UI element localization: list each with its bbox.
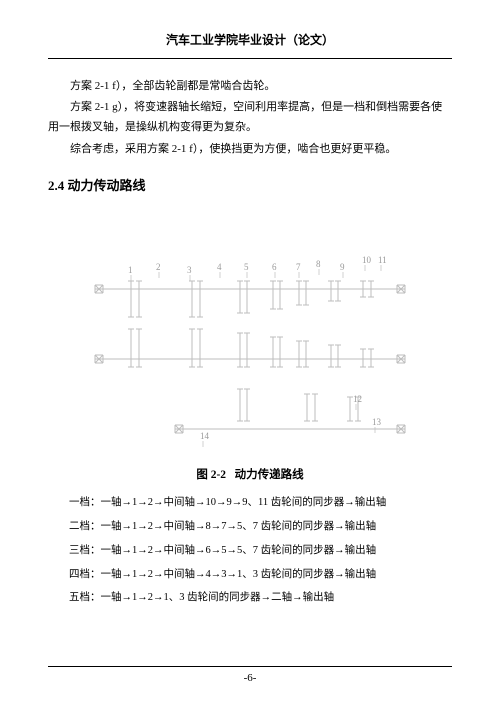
svg-text:7: 7 — [296, 262, 301, 272]
svg-text:2: 2 — [156, 262, 161, 272]
section-heading: 2.4 动力传动路线 — [48, 174, 452, 197]
gear-path-5: 五档：一轴→1→2→1、3 齿轮间的同步器→二轴→输出轴 — [48, 589, 452, 608]
svg-text:13: 13 — [372, 417, 382, 427]
section-number: 2.4 — [48, 178, 64, 193]
header-title: 汽车工业学院毕业设计（论文） — [166, 33, 334, 47]
svg-text:3: 3 — [187, 265, 192, 275]
page-footer: -6- — [48, 666, 452, 689]
figure-caption: 图 2-2 动力传递路线 — [48, 465, 452, 486]
transmission-diagram: 1234567891011121314 — [75, 209, 425, 459]
svg-text:12: 12 — [353, 394, 362, 404]
gear-path-2: 二档：一轴→1→2→中间轴→8→7→5、7 齿轮间的同步器→输出轴 — [48, 518, 452, 537]
gear-path-4: 四档：一轴→1→2→中间轴→4→3→1、3 齿轮间的同步器→输出轴 — [48, 566, 452, 585]
page-header: 汽车工业学院毕业设计（论文） — [48, 30, 452, 59]
svg-text:4: 4 — [217, 262, 222, 272]
svg-text:10: 10 — [362, 255, 372, 265]
section-title-text: 动力传动路线 — [68, 178, 146, 193]
svg-text:5: 5 — [244, 262, 249, 272]
svg-text:6: 6 — [272, 262, 277, 272]
paragraph-2: 方案 2-1 g），将变速器轴长缩短，空间利用率提高，但是一档和倒档需要各使用一… — [48, 98, 452, 138]
figure-label: 图 2-2 — [196, 469, 226, 481]
page-number: -6- — [244, 672, 257, 684]
gear-path-1: 一档：一轴→1→2→中间轴→10→9→9、11 齿轮间的同步器→输出轴 — [48, 494, 452, 513]
paragraph-1: 方案 2-1 f），全部齿轮副都是常啮合齿轮。 — [48, 77, 452, 97]
svg-text:8: 8 — [316, 259, 321, 269]
svg-text:14: 14 — [200, 431, 210, 441]
figure-title: 动力传递路线 — [235, 469, 304, 481]
figure-container: 1234567891011121314 — [48, 209, 452, 459]
gear-path-3: 三档：一轴→1→2→中间轴→6→5→5、7 齿轮间的同步器→输出轴 — [48, 542, 452, 561]
paragraph-3: 综合考虑，采用方案 2-1 f），使换挡更为方便，啮合也更好更平稳。 — [48, 140, 452, 160]
svg-text:9: 9 — [340, 262, 345, 272]
svg-text:11: 11 — [378, 255, 387, 265]
svg-text:1: 1 — [128, 265, 133, 275]
